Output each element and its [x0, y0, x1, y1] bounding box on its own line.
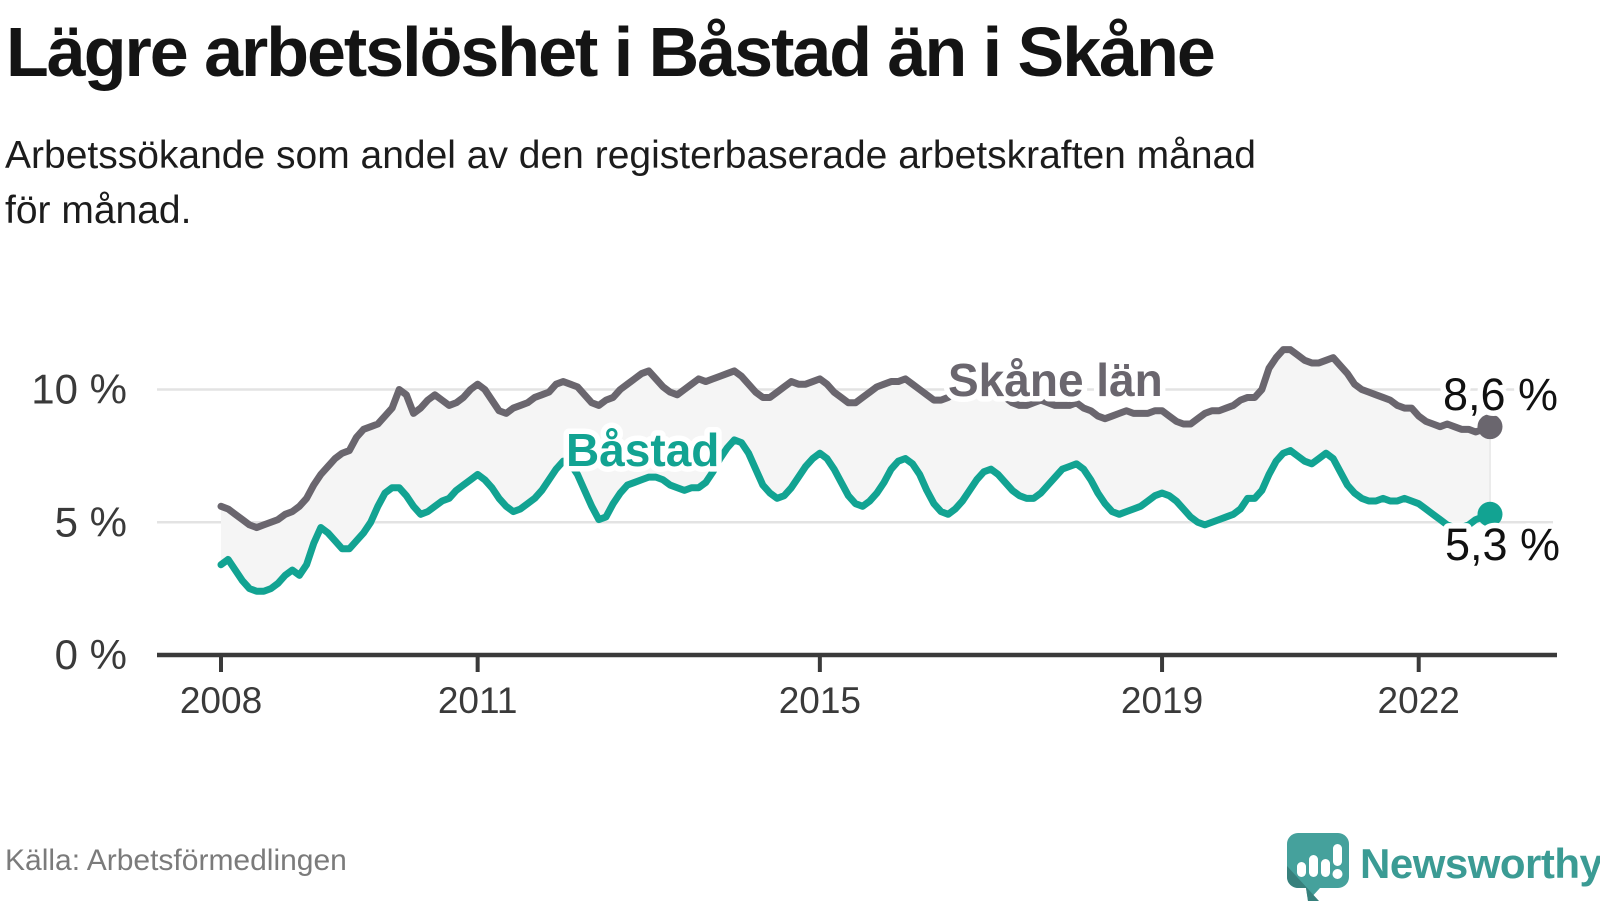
x-axis-label: 2015 [779, 680, 861, 721]
y-axis-label: 5 % [55, 498, 127, 545]
series-lines [217, 346, 1494, 595]
x-axis [157, 652, 1557, 672]
skane-end-value: 8,6 % [1443, 369, 1558, 420]
newsworthy-logo: Newsworthy [1286, 833, 1600, 901]
x-axis-label: 2022 [1378, 680, 1460, 721]
bastad-series-label: Båstad [566, 424, 719, 476]
source-note: Källa: Arbetsförmedlingen [5, 844, 347, 877]
skane-series-label: Skåne län [948, 354, 1163, 406]
x-axis-label: 2019 [1121, 680, 1203, 721]
bastad-line [217, 436, 1494, 595]
bastad-end-value: 5,3 % [1445, 519, 1560, 570]
skane-line [217, 346, 1494, 532]
x-axis-label: 2008 [180, 680, 262, 721]
y-axis-label: 0 % [55, 631, 127, 678]
chart-subtitle: Arbetssökande som andel av den registerb… [5, 134, 1256, 233]
chart-title: Lägre arbetslöshet i Båstad än i Skåne [6, 13, 1216, 91]
newsworthy-wordmark: Newsworthy [1360, 840, 1600, 887]
series-labels: Skåne län Båstad [561, 349, 1169, 482]
y-axis-label: 10 % [31, 366, 127, 413]
fill-between-series [221, 349, 1490, 592]
bastad-end-dot [1477, 501, 1503, 527]
end-value-labels: 8,6 % 5,3 % [1438, 364, 1566, 576]
series-end-dots [1477, 414, 1503, 527]
skane-end-dot [1477, 414, 1503, 440]
axis-tick-labels: 2008 2011 2015 2019 2022 0 % 5 % 10 % [31, 366, 1460, 722]
newsworthy-logo-icon [1287, 833, 1349, 901]
series-fill [221, 349, 1491, 592]
x-axis-label: 2011 [438, 680, 518, 721]
